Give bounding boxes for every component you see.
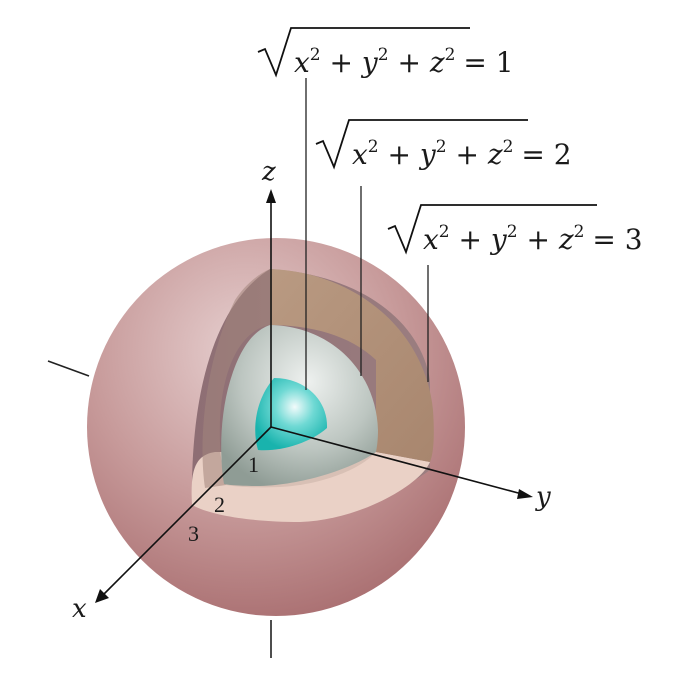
y-axis xyxy=(270,426,523,495)
radical-sign xyxy=(387,204,597,255)
radius-tick-2: 2 xyxy=(214,492,225,517)
radical-sign xyxy=(257,27,470,78)
y-axis-arrowhead xyxy=(517,489,533,499)
equation-sphere-2: x2 + y2 + z2 = 2 xyxy=(315,119,572,171)
equation-1-rhs: = 1 xyxy=(463,46,513,79)
z-axis-label: z xyxy=(261,157,276,187)
x-axis-label: x xyxy=(72,594,87,624)
svg-text:x2 + y2 + z2= 3: x2 + y2 + z2 = 3 xyxy=(423,222,643,256)
radius-tick-3: 3 xyxy=(188,521,199,546)
svg-text:x2 + y2 + z2= 2: x2 + y2 + z2 = 2 xyxy=(352,137,572,171)
core-octant xyxy=(255,378,328,451)
middle-sphere-left-wall xyxy=(202,269,270,488)
radius-tick-1: 1 xyxy=(248,452,259,477)
equation-sphere-1: x2 + y2 + z2 = 1 xyxy=(257,27,514,79)
svg-text:x2 + y2 + z2= 1: x2 + y2 + z2 = 1 xyxy=(294,45,514,79)
middle-sphere-radius-2 xyxy=(270,269,434,462)
z-axis-arrowhead xyxy=(266,189,276,203)
equation-3-rhs: = 3 xyxy=(592,223,642,256)
equation-2-rhs: = 2 xyxy=(521,138,571,171)
radical-sign xyxy=(315,119,528,170)
x-axis xyxy=(102,426,272,596)
y-axis-label: y xyxy=(535,482,551,512)
x-axis-arrowhead xyxy=(95,589,109,603)
equation-sphere-3: x2 + y2 + z2 = 3 xyxy=(387,204,643,256)
outer-tick-left xyxy=(47,360,90,377)
